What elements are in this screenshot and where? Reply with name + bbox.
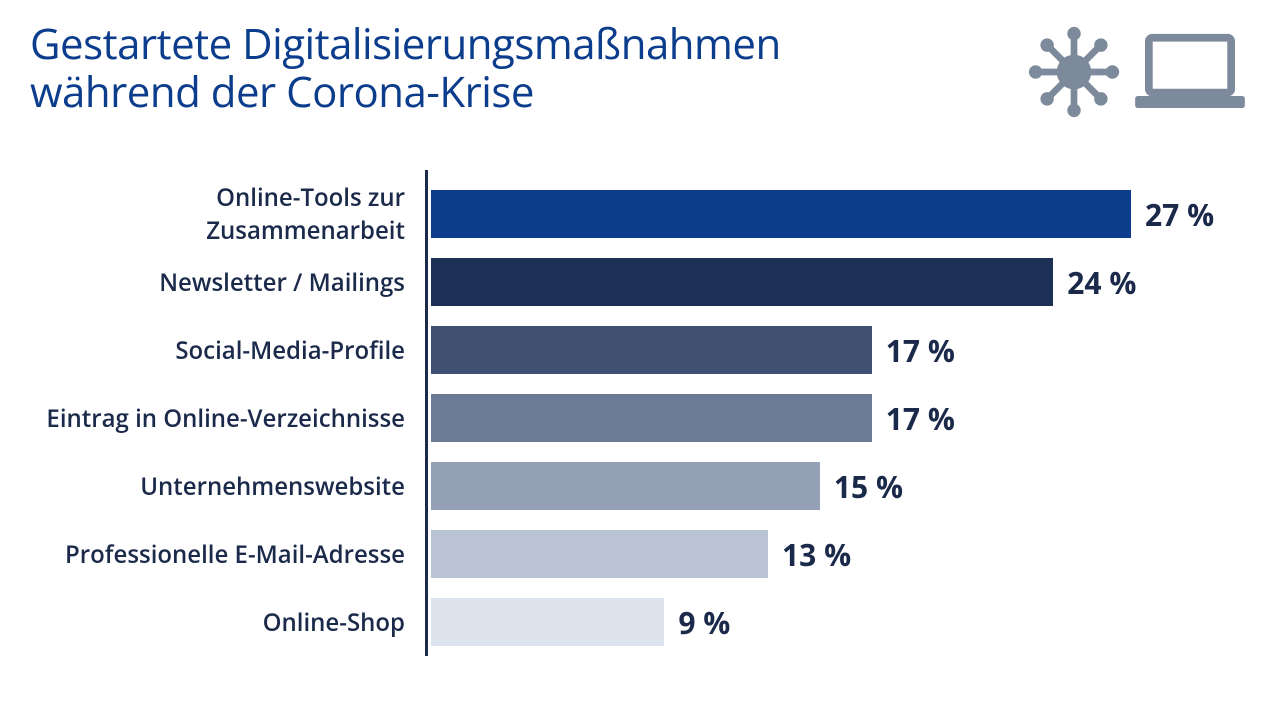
laptop-icon	[1130, 24, 1250, 120]
bar-value: 9 %	[678, 602, 730, 643]
bar	[431, 258, 1053, 306]
bar-row: Online-Shop 9 %	[30, 598, 1250, 646]
virus-icon	[1026, 24, 1122, 120]
bar-row: Unternehmenswebsite 15 %	[30, 462, 1250, 510]
bar-chart: Online-Tools zur Zusammenarbeit27 % Newsl…	[30, 190, 1250, 646]
bar	[431, 598, 664, 646]
bar-label: Eintrag in Online-Verzeichnisse	[30, 402, 425, 435]
bar-wrap: 17 %	[431, 394, 1250, 442]
bar-value: 13 %	[782, 534, 851, 575]
bar-row: Social-Media-Profile 17 %	[30, 326, 1250, 374]
bar-label: Newsletter / Mailings	[30, 266, 425, 299]
bar-value: 15 %	[834, 466, 903, 507]
bar-row: Professionelle E-Mail-Adresse 13 %	[30, 530, 1250, 578]
bar-value: 24 %	[1067, 262, 1136, 303]
bar	[431, 530, 768, 578]
bar-value: 17 %	[886, 398, 955, 439]
bar-row: Eintrag in Online-Verzeichnisse 17 %	[30, 394, 1250, 442]
bar-label: Online-Shop	[30, 606, 425, 639]
bar-wrap: 13 %	[431, 530, 1250, 578]
bar-value: 27 %	[1145, 194, 1214, 235]
bar	[431, 326, 872, 374]
bar-label: Online-Tools zur Zusammenarbeit	[30, 181, 425, 247]
bar-row: Online-Tools zur Zusammenarbeit27 %	[30, 190, 1250, 238]
header-icons	[1026, 24, 1250, 120]
bar-wrap: 9 %	[431, 598, 1250, 646]
title-line-2: während der Corona-Krise	[30, 63, 534, 120]
bar	[431, 190, 1131, 238]
bar-wrap: 15 %	[431, 462, 1250, 510]
bar-label: Professionelle E-Mail-Adresse	[30, 538, 425, 571]
bar-label: Social-Media-Profile	[30, 334, 425, 367]
bar-value: 17 %	[886, 330, 955, 371]
chart-title: Gestartete Digitalisierungsmaßnahmen wäh…	[30, 20, 781, 117]
bar-row: Newsletter / Mailings 24 %	[30, 258, 1250, 306]
bar-label: Unternehmenswebsite	[30, 470, 425, 503]
header: Gestartete Digitalisierungsmaßnahmen wäh…	[30, 20, 1250, 120]
bar-wrap: 17 %	[431, 326, 1250, 374]
bar-wrap: 24 %	[431, 258, 1250, 306]
bar	[431, 394, 872, 442]
bar	[431, 462, 820, 510]
bar-wrap: 27 %	[431, 190, 1250, 238]
